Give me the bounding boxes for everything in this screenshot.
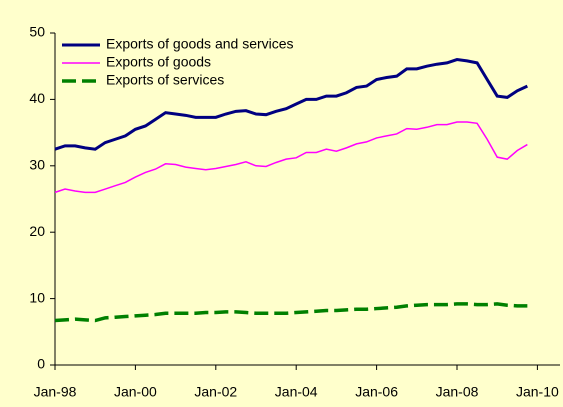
legend-label: Exports of goods and services [106, 36, 294, 52]
legend-label: Exports of goods [106, 54, 211, 70]
y-tick-label: 20 [29, 223, 45, 239]
series-line [54, 58, 528, 151]
x-tick-label: Jan-00 [114, 384, 157, 400]
x-tick-label: Jan-04 [275, 384, 318, 400]
y-tick-label: 10 [29, 289, 45, 305]
x-tick-label: Jan-06 [355, 384, 398, 400]
legend-label: Exports of services [106, 72, 224, 88]
series-line [54, 121, 528, 194]
x-tick-label: Jan-02 [194, 384, 237, 400]
x-tick-label: Jan-98 [34, 384, 77, 400]
x-tick-label: Jan-08 [436, 384, 479, 400]
series-line [54, 302, 528, 323]
y-tick-label: 40 [29, 90, 45, 106]
x-tick-label: Jan-10 [516, 384, 559, 400]
y-tick-label: 0 [37, 356, 45, 372]
y-tick-label: 30 [29, 157, 45, 173]
y-tick-label: 50 [29, 24, 45, 40]
